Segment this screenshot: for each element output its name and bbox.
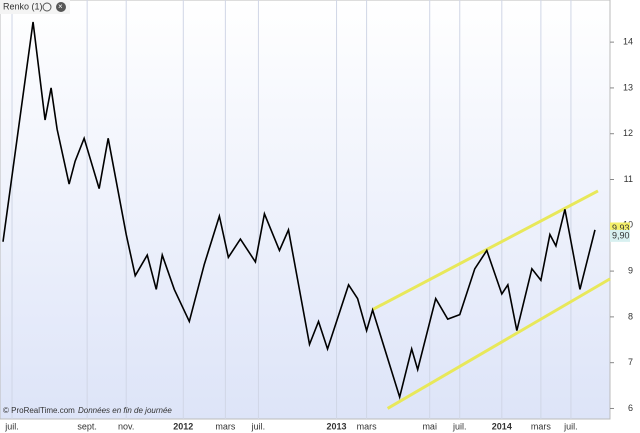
x-tick-label: juil. [251, 421, 266, 431]
y-tick-label: 12 [623, 128, 633, 138]
price-tag [610, 229, 630, 242]
settings-icon[interactable] [42, 2, 52, 12]
x-tick-label: mars [215, 421, 235, 431]
trend-line [386, 277, 611, 410]
y-tick-label: 7 [628, 357, 633, 367]
x-tick-label: sept. [77, 421, 97, 431]
x-tick-label: 2014 [492, 421, 512, 431]
x-tick-label: mai [422, 421, 437, 431]
y-tick-label: 6 [628, 403, 633, 413]
y-tick-label: 14 [623, 37, 633, 47]
x-tick-label: 2012 [173, 421, 193, 431]
plot-area [0, 0, 611, 420]
close-glyph[interactable]: × [58, 2, 63, 11]
y-tick-label: 9 [628, 265, 633, 275]
footer: © ProRealTime.com [3, 406, 75, 415]
x-tick-label: juil. [4, 421, 19, 431]
x-tick-label: mars [531, 421, 551, 431]
y-tick-label: 13 [623, 82, 633, 92]
y-tick-label: 11 [624, 174, 633, 184]
trend-line [371, 189, 599, 311]
price-line [2, 21, 596, 400]
price-tag-label: 9,90 [612, 230, 630, 240]
footer-note: Données en fin de journée [78, 406, 172, 415]
x-tick-label: mars [357, 421, 377, 431]
x-tick-label: juil. [563, 421, 578, 431]
x-tick-label: nov. [118, 421, 134, 431]
x-tick-label: juil. [452, 421, 467, 431]
close-icon[interactable] [56, 2, 66, 12]
x-tick-label: 2013 [327, 421, 347, 431]
price-tag-label: 9,93 [612, 223, 630, 233]
chart-title: Renko (1) [3, 1, 43, 11]
title-box [0, 0, 70, 14]
y-tick-label: 8 [628, 311, 633, 321]
